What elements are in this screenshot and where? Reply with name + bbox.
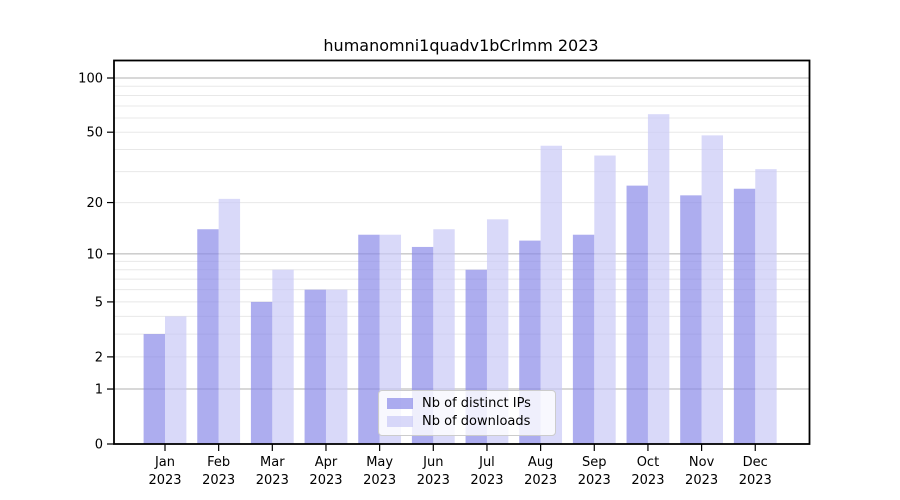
bar-downloads-Dec bbox=[755, 169, 777, 444]
bar-distinct-ips-May bbox=[358, 234, 380, 444]
legend-label-downloads: Nb of downloads bbox=[422, 414, 531, 429]
y-tick-label-10: 10 bbox=[86, 247, 103, 262]
y-tick-label-0: 0 bbox=[95, 438, 103, 453]
x-tick-label-month-Sep: Sep bbox=[582, 455, 607, 470]
x-tick-label-year-May: 2023 bbox=[363, 473, 396, 488]
bar-downloads-Mar bbox=[272, 269, 294, 444]
x-tick-label-month-Jun: Jun bbox=[422, 455, 443, 470]
x-tick-label-month-Mar: Mar bbox=[260, 455, 285, 470]
axis-layer: 0 1 2 5 10 20 50 100 Jan 2023 Feb 2023 Mar 2023 Apr 202… bbox=[78, 59, 811, 488]
legend-label-distinct-ips: Nb of distinct IPs bbox=[422, 396, 531, 411]
bar-downloads-Nov bbox=[701, 135, 723, 445]
legend-row-downloads: Nb of downloads bbox=[387, 414, 546, 429]
plot-border bbox=[113, 59, 811, 445]
x-tick-label-month-Nov: Nov bbox=[689, 455, 715, 470]
legend-row-distinct-ips: Nb of distinct IPs bbox=[387, 396, 546, 411]
bar-downloads-Jan bbox=[165, 316, 187, 444]
y-tick-label-100: 100 bbox=[78, 72, 103, 87]
x-tick-label-year-Jun: 2023 bbox=[417, 473, 450, 488]
x-tick-label-year-Mar: 2023 bbox=[256, 473, 289, 488]
x-tick-label-month-Apr: Apr bbox=[315, 455, 338, 470]
x-tick-label-year-Nov: 2023 bbox=[685, 473, 718, 488]
bar-downloads-Feb bbox=[218, 198, 241, 444]
x-tick-label-month-Jul: Jul bbox=[478, 455, 495, 470]
x-tick-label-month-May: May bbox=[366, 455, 393, 470]
bar-distinct-ips-Apr bbox=[304, 289, 326, 444]
x-tick-label-month-Dec: Dec bbox=[743, 455, 768, 470]
y-tick-label-1: 1 bbox=[95, 383, 103, 398]
bar-distinct-ips-Mar bbox=[250, 301, 273, 444]
x-tick-label-month-Feb: Feb bbox=[207, 455, 230, 470]
bar-distinct-ips-Oct bbox=[626, 185, 648, 445]
y-tick-label-50: 50 bbox=[86, 126, 103, 141]
y-tick-label-5: 5 bbox=[95, 295, 103, 310]
legend: Nb of distinct IPs Nb of downloads bbox=[378, 390, 556, 436]
bar-distinct-ips-Dec bbox=[733, 188, 756, 444]
bar-downloads-Jul bbox=[486, 219, 509, 444]
bar-downloads-Apr bbox=[325, 289, 348, 444]
x-tick-label-month-Aug: Aug bbox=[528, 455, 553, 470]
chart-title: humanomni1quadv1bCrlmm 2023 bbox=[323, 36, 598, 55]
y-tick-label-20: 20 bbox=[86, 196, 103, 211]
bar-distinct-ips-Jan bbox=[143, 334, 165, 444]
bar-distinct-ips-Nov bbox=[680, 195, 702, 444]
x-tick-label-year-Jan: 2023 bbox=[148, 473, 181, 488]
x-tick-label-year-Feb: 2023 bbox=[202, 473, 235, 488]
x-tick-label-year-Jul: 2023 bbox=[470, 473, 503, 488]
x-tick-label-year-Apr: 2023 bbox=[309, 473, 342, 488]
x-tick-label-month-Oct: Oct bbox=[637, 455, 659, 470]
y-tick-label-2: 2 bbox=[95, 350, 103, 365]
x-tick-label-year-Dec: 2023 bbox=[739, 473, 772, 488]
x-tick-label-year-Aug: 2023 bbox=[524, 473, 557, 488]
legend-swatch-distinct-ips bbox=[387, 398, 413, 409]
bar-downloads-Sep bbox=[594, 155, 616, 445]
x-tick-label-year-Oct: 2023 bbox=[631, 473, 664, 488]
x-tick-label-year-Sep: 2023 bbox=[578, 473, 611, 488]
bar-distinct-ips-Feb bbox=[197, 229, 219, 444]
legend-swatch-downloads bbox=[387, 416, 413, 427]
bar-distinct-ips-Sep bbox=[572, 234, 595, 444]
bar-downloads-Aug bbox=[540, 145, 563, 445]
x-tick-label-month-Jan: Jan bbox=[154, 455, 175, 470]
bar-downloads-Oct bbox=[647, 114, 670, 445]
